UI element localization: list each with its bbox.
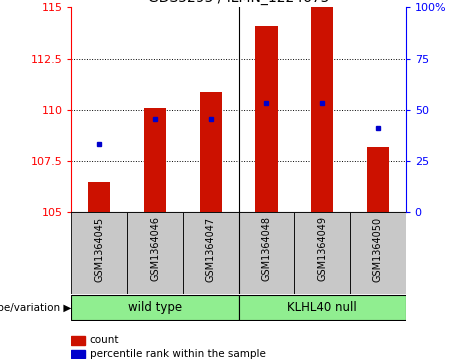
Text: GSM1364045: GSM1364045 [95,216,104,282]
Text: KLHL40 null: KLHL40 null [287,301,357,314]
Bar [238,295,406,320]
Bar [144,108,166,212]
Bar [71,350,85,358]
Bar [366,147,389,212]
Bar [183,212,238,294]
Bar [350,212,406,294]
Text: GSM1364048: GSM1364048 [261,216,272,281]
Bar [71,336,85,345]
Bar [127,212,183,294]
Text: GSM1364047: GSM1364047 [206,216,216,282]
Text: wild type: wild type [128,301,182,314]
Bar [294,212,350,294]
Bar [200,92,222,212]
Bar [71,295,239,320]
Text: genotype/variation ▶: genotype/variation ▶ [0,303,71,313]
Text: GSM1364049: GSM1364049 [317,216,327,281]
Text: GSM1364050: GSM1364050 [373,216,383,282]
Text: percentile rank within the sample: percentile rank within the sample [90,349,266,359]
Bar [311,7,333,212]
Bar [255,26,278,212]
Bar [71,212,127,294]
Bar [88,182,111,212]
Bar [238,212,294,294]
Title: GDS5295 / ILMN_1224675: GDS5295 / ILMN_1224675 [148,0,329,5]
Text: count: count [90,335,119,345]
Text: GSM1364046: GSM1364046 [150,216,160,281]
